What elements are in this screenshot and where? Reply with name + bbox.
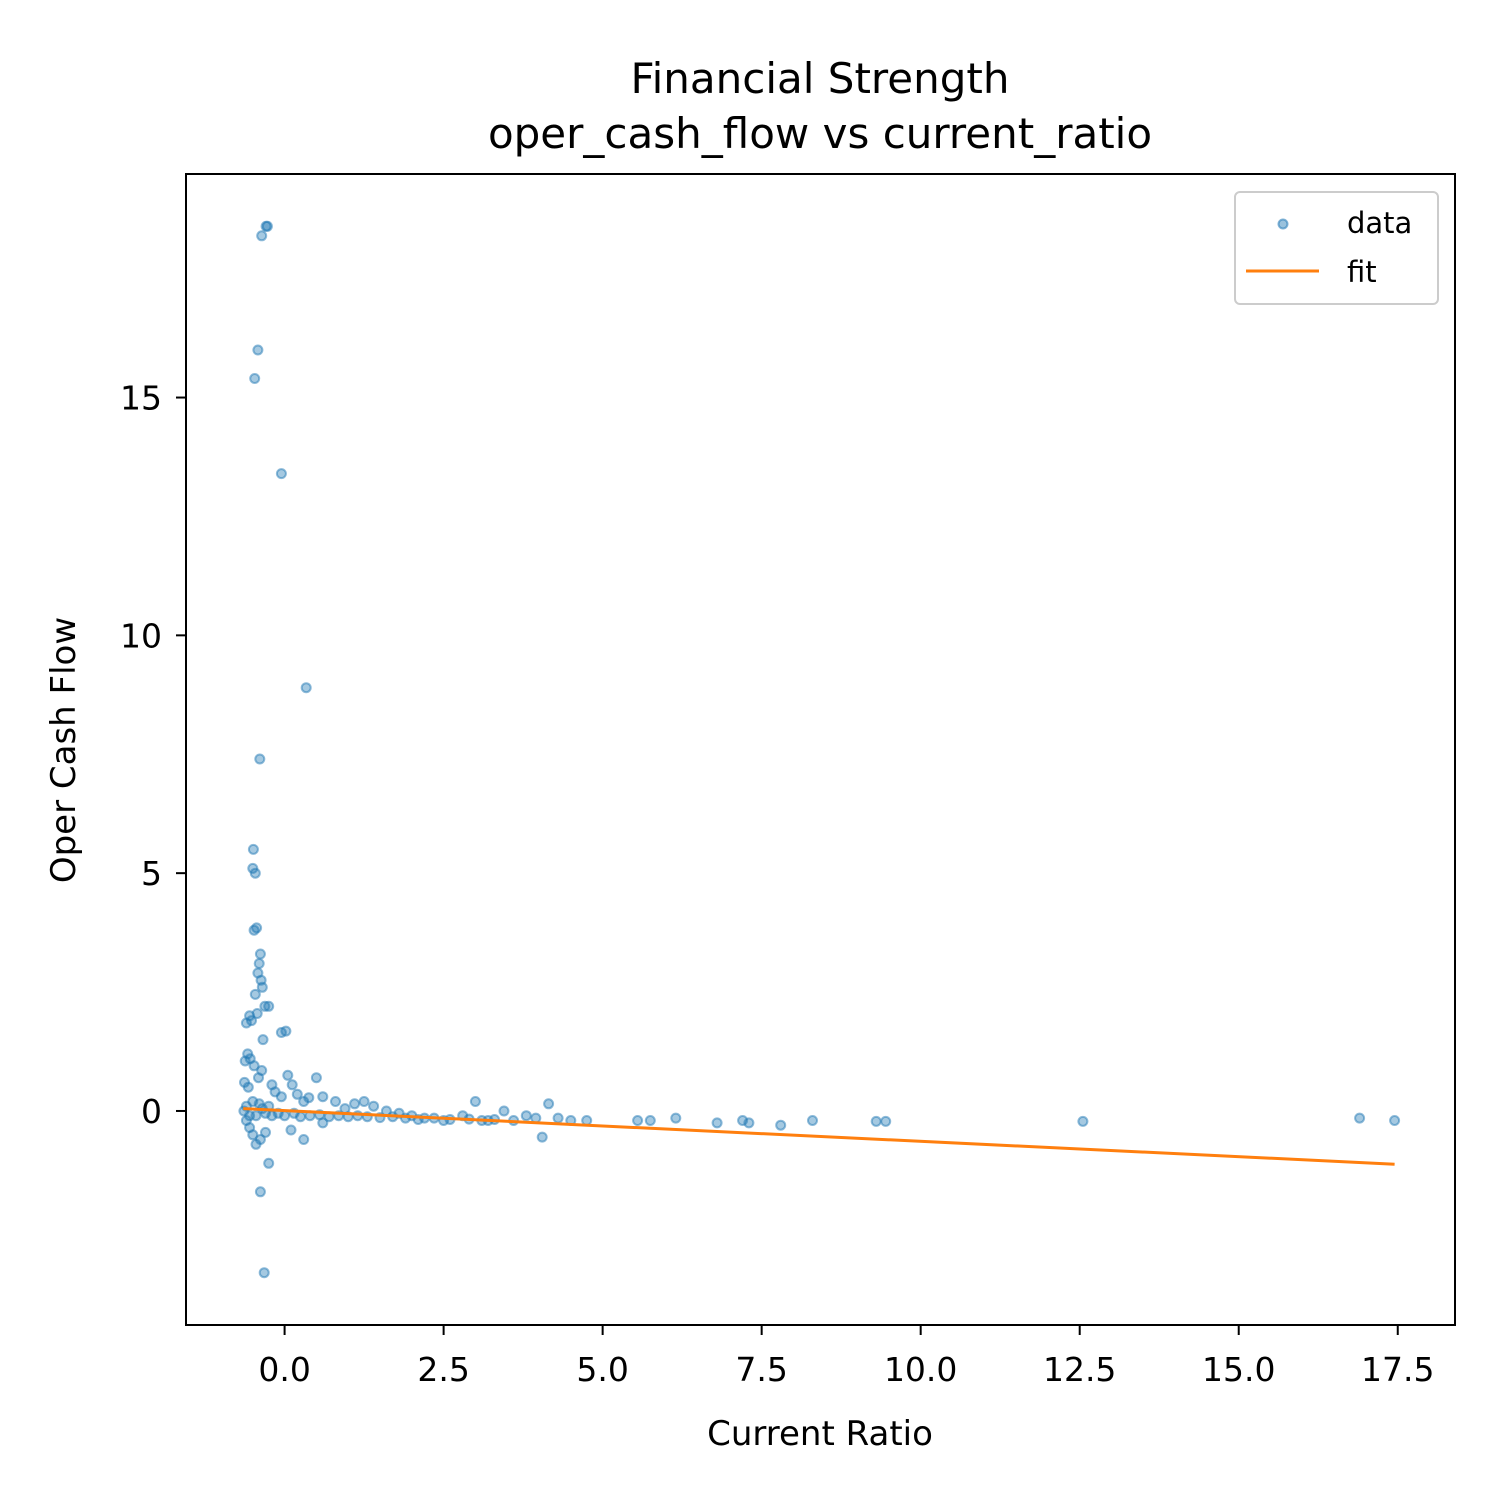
data-point <box>254 948 266 960</box>
data-point <box>552 1112 564 1124</box>
data-point <box>295 1111 306 1123</box>
data-point <box>368 1100 380 1112</box>
data-point <box>469 1096 481 1107</box>
data-point <box>632 1115 644 1126</box>
legend-fit-label: fit <box>1347 255 1377 289</box>
y-axis-ticks: 0 5 10 15 <box>120 379 186 1131</box>
fit-line <box>243 1107 1395 1166</box>
data-point <box>248 1060 260 1072</box>
data-point <box>257 1034 269 1046</box>
data-point <box>711 1117 723 1129</box>
data-point <box>330 1096 341 1107</box>
data-point <box>310 1072 322 1084</box>
data-point <box>282 1069 294 1081</box>
data-point <box>291 1088 303 1100</box>
data-point <box>349 1098 361 1110</box>
data-point <box>251 1008 263 1019</box>
data-point <box>807 1115 818 1126</box>
data-point <box>260 1126 271 1138</box>
data-point <box>256 981 268 993</box>
data-point <box>498 1105 510 1117</box>
data-point <box>1354 1112 1366 1124</box>
chart-subtitle: oper_cash_flow vs current_ratio <box>488 109 1152 158</box>
data-point <box>317 1091 329 1103</box>
data-point <box>254 1134 266 1145</box>
data-point <box>253 958 265 969</box>
x-tick-label: 12.5 <box>1043 1350 1116 1389</box>
data-point <box>252 344 264 356</box>
data-point <box>536 1131 548 1143</box>
data-point <box>286 1079 298 1091</box>
data-point <box>247 1129 259 1141</box>
data-point <box>239 1055 251 1067</box>
data-point <box>670 1112 682 1124</box>
data-point <box>870 1115 882 1127</box>
data-point <box>358 1096 370 1107</box>
x-tick-label: 15.0 <box>1202 1350 1275 1389</box>
data-point <box>775 1119 787 1131</box>
data-point <box>1389 1115 1401 1126</box>
data-point <box>253 1072 264 1084</box>
data-point <box>263 1000 275 1012</box>
data-point <box>275 1091 287 1103</box>
x-tick-label: 5.0 <box>576 1350 628 1389</box>
y-tick-label: 15 <box>120 379 162 418</box>
data-point <box>246 1015 257 1027</box>
data-point <box>520 1110 532 1122</box>
data-points <box>238 220 1401 1279</box>
x-tick-label: 10.0 <box>884 1350 957 1389</box>
data-point <box>249 988 261 1000</box>
legend-data-label: data <box>1347 206 1412 240</box>
data-point <box>251 922 263 934</box>
data-point <box>300 682 312 694</box>
data-point <box>880 1115 892 1127</box>
chart-title: Financial Strength <box>631 54 1010 103</box>
data-point <box>254 753 266 765</box>
data-point <box>247 843 259 855</box>
fit-line-layer <box>243 1107 1395 1166</box>
data-point <box>258 1267 270 1279</box>
legend-data-marker <box>1277 218 1289 230</box>
data-point <box>263 1157 275 1169</box>
y-tick-label: 0 <box>141 1092 162 1131</box>
x-tick-label: 7.5 <box>735 1350 787 1389</box>
data-point <box>298 1134 310 1145</box>
x-tick-label: 17.5 <box>1361 1350 1434 1389</box>
y-tick-label: 10 <box>120 616 162 655</box>
y-tick-label: 5 <box>141 854 162 893</box>
data-point <box>254 1186 266 1198</box>
plot-area-frame <box>185 173 1456 1326</box>
data-point <box>249 867 261 879</box>
data-point <box>260 220 272 232</box>
data-point <box>303 1092 315 1104</box>
data-point <box>279 1110 291 1122</box>
data-point <box>1077 1115 1089 1127</box>
data-point <box>242 1081 254 1093</box>
data-point <box>256 230 268 242</box>
x-tick-label: 0.0 <box>258 1350 310 1389</box>
data-point <box>280 1025 292 1037</box>
data-point <box>249 373 261 384</box>
data-point <box>250 1110 262 1122</box>
legend: data fit <box>1234 191 1439 305</box>
data-point <box>743 1117 755 1129</box>
x-tick-label: 2.5 <box>417 1350 469 1389</box>
data-point <box>275 468 287 480</box>
data-point <box>644 1115 656 1126</box>
y-axis-label: Oper Cash Flow <box>44 617 84 883</box>
data-point <box>285 1124 297 1136</box>
data-point <box>543 1098 555 1110</box>
x-axis-ticks: 0.0 2.5 5.0 7.5 10.0 12.5 15.0 17.5 <box>258 1325 1434 1389</box>
x-axis-label: Current Ratio <box>707 1414 933 1454</box>
